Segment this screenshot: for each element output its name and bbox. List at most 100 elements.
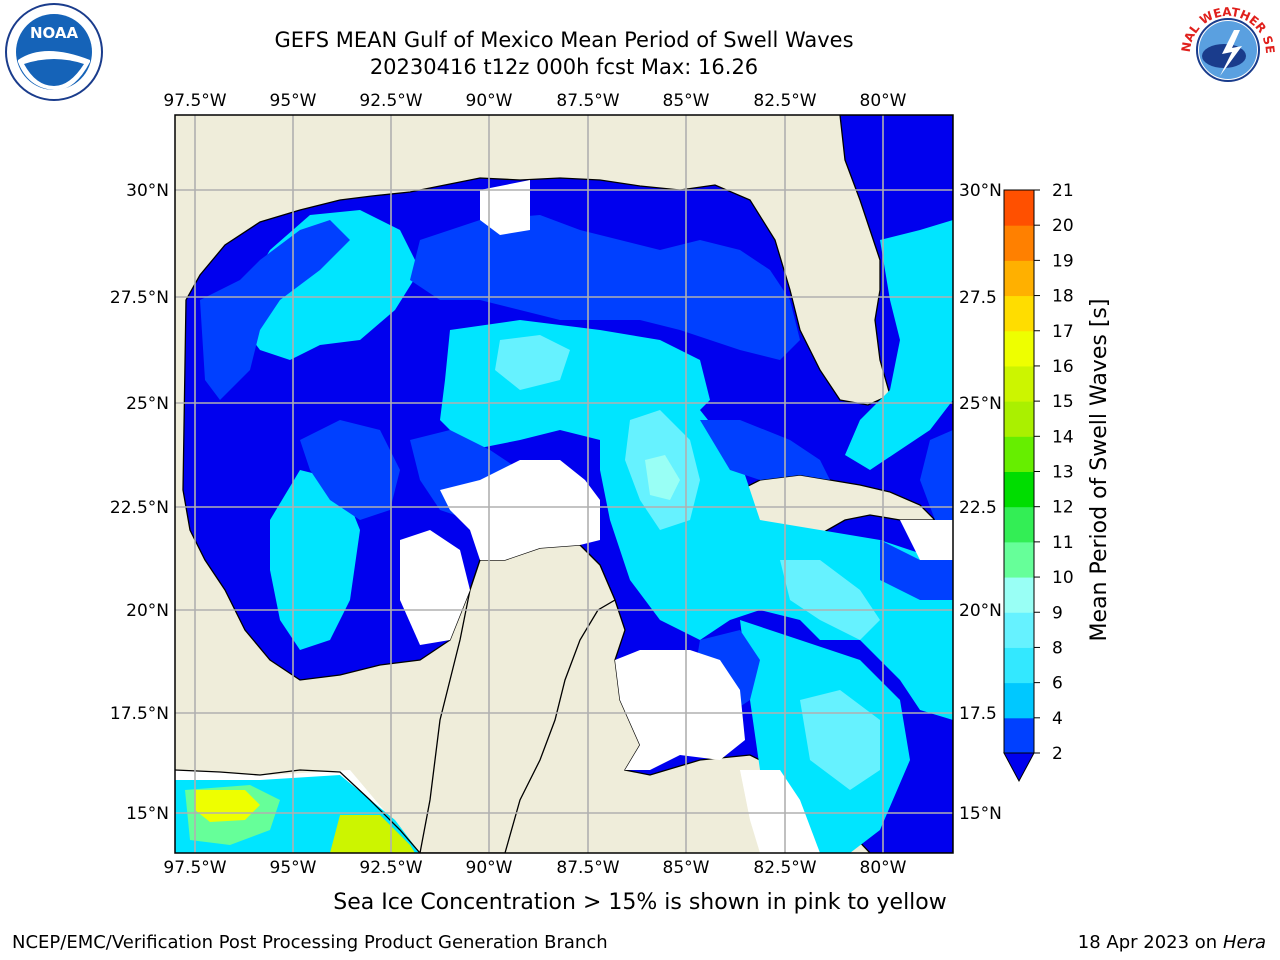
lat-label-right: 17.5	[959, 704, 997, 724]
colorbar-tick-label: 9	[1052, 603, 1063, 623]
blank-zone-caribbean-west	[615, 650, 745, 770]
colorbar-tick-label: 6	[1052, 674, 1063, 694]
colorbar-tick-label: 4	[1052, 709, 1063, 729]
colorbar-segment	[1004, 506, 1034, 543]
colorbar-tick-label: 10	[1052, 568, 1074, 588]
colorbar-segment	[1004, 612, 1034, 648]
lat-label-left: 27.5°N	[110, 288, 169, 308]
swell-zone-lightcyan-d	[800, 690, 880, 790]
swell-zone-blue-e	[700, 420, 830, 480]
blank-zone-central	[440, 460, 600, 560]
blank-zone-south-edge	[740, 770, 820, 853]
pacific-swell-yellow	[195, 790, 260, 822]
lat-label-left: 22.5°N	[110, 498, 169, 518]
colorbar-tick-label: 14	[1052, 427, 1074, 447]
colorbar-segment	[1004, 295, 1034, 332]
graticule	[175, 115, 953, 853]
pacific-swell-yellow-2	[330, 815, 415, 853]
lat-label-left: 30°N	[126, 181, 169, 201]
lon-label-top: 87.5°W	[556, 91, 619, 111]
colorbar-segment	[1004, 436, 1034, 472]
lon-label-top: 85°W	[663, 91, 710, 111]
lon-labels-top: 97.5°W 95°W 92.5°W 90°W 87.5°W 85°W 82.5…	[163, 91, 906, 111]
swell-zone-blue-b	[410, 215, 800, 360]
lat-label-right: 27.5	[959, 288, 997, 308]
chart-title: GEFS MEAN Gulf of Mexico Mean Period of …	[274, 28, 854, 52]
lon-label-bottom: 85°W	[663, 858, 710, 878]
swell-zone-blue-g	[920, 430, 953, 520]
lon-label-bottom: 87.5°W	[556, 858, 619, 878]
colorbar-extend-arrow	[1003, 752, 1035, 783]
lon-label-bottom: 97.5°W	[163, 858, 226, 878]
swell-zone-lightcyan-a	[495, 335, 570, 390]
colorbar-segment	[1004, 365, 1034, 402]
blank-zone-east	[900, 520, 953, 560]
colorbar-segment	[1004, 647, 1034, 684]
colorbar-tick-label: 11	[1052, 533, 1074, 553]
colorbar-tick-label: 21	[1052, 181, 1074, 201]
swell-period-field	[175, 115, 953, 853]
lon-label-bottom: 95°W	[270, 858, 317, 878]
colorbar-tick-label: 20	[1052, 216, 1074, 236]
colorbar-segment	[1004, 717, 1034, 754]
colorbar-tick-label: 13	[1052, 463, 1074, 483]
colorbar-segment	[1004, 541, 1034, 578]
blank-zone-gulf-north	[480, 180, 530, 235]
lat-label-right: 22.5	[959, 498, 997, 518]
lon-labels-bottom: 97.5°W 95°W 92.5°W 90°W 87.5°W 85°W 82.5…	[163, 858, 906, 878]
lat-labels-right: 30°N 27.5 25°N 22.5 20°N 17.5 15°N	[959, 181, 1002, 824]
chart-subtitle: 20230416 t12z 000h fcst Max: 16.26	[369, 55, 759, 79]
swell-zone-blue-h	[880, 540, 953, 600]
lon-label-bottom: 80°W	[860, 858, 907, 878]
colorbar-segment	[1004, 225, 1034, 261]
colorbar-segment	[1004, 471, 1034, 508]
colorbar-segment	[1004, 401, 1034, 437]
colorbar: 2 4 6 8 9 10 11 12 13 14 15 16 17 18 19 20 21	[1003, 181, 1074, 783]
blank-zone-campeche	[400, 530, 470, 645]
footer-organization: NCEP/EMC/Verification Post Processing Pr…	[12, 932, 608, 953]
colorbar-tick-label: 18	[1052, 287, 1074, 307]
colorbar-tick-label: 19	[1052, 251, 1074, 271]
lon-label-top: 82.5°W	[753, 91, 816, 111]
lon-label-top: 97.5°W	[163, 91, 226, 111]
footer-date: 18 Apr 2023 on Hera	[1078, 932, 1266, 953]
map-frame	[174, 114, 954, 854]
footer-date-text: 18 Apr 2023 on	[1077, 932, 1223, 953]
colorbar-tick-label: 15	[1052, 392, 1074, 412]
lon-label-top: 90°W	[466, 91, 513, 111]
pacific-coast	[175, 769, 421, 853]
colorbar-segment	[1004, 682, 1034, 719]
sea-ice-note: Sea Ice Concentration > 15% is shown in …	[333, 890, 947, 915]
lon-label-top: 92.5°W	[359, 91, 422, 111]
colorbar-label: Mean Period of Swell Waves [s]	[1087, 299, 1112, 642]
noaa-logo-text: NOAA	[30, 24, 79, 42]
colorbar-tick-label: 12	[1052, 498, 1074, 518]
lat-label-left: 15°N	[126, 804, 169, 824]
swell-zone-cyan-atlantic	[845, 220, 953, 470]
lon-label-top: 80°W	[860, 91, 907, 111]
lat-label-left: 25°N	[126, 394, 169, 414]
lon-label-bottom: 82.5°W	[753, 858, 816, 878]
colorbar-segment	[1004, 577, 1034, 613]
lon-label-top: 95°W	[270, 91, 317, 111]
yucatan	[419, 544, 616, 853]
colorbar-tick-label: 16	[1052, 357, 1074, 377]
lat-label-left: 20°N	[126, 601, 169, 621]
swell-zone-lightcyan-c	[780, 560, 880, 640]
swell-zone-blue-d	[300, 420, 400, 520]
footer-host: Hera	[1222, 932, 1266, 953]
lat-label-right: 25°N	[959, 394, 1002, 414]
colorbar-tick-label: 8	[1052, 638, 1063, 658]
colorbar-segment	[1004, 190, 1034, 226]
lat-label-right: 20°N	[959, 601, 1002, 621]
lon-label-bottom: 90°W	[466, 858, 513, 878]
nws-logo: NATIONAL WEATHER SERVICE	[1178, 0, 1277, 97]
colorbar-segment	[1004, 260, 1034, 297]
swell-zone-blue-a	[200, 220, 350, 400]
lat-label-left: 17.5°N	[110, 704, 169, 724]
lon-label-bottom: 92.5°W	[359, 858, 422, 878]
colorbar-tick-label: 2	[1052, 744, 1063, 764]
colorbar-tick-label: 17	[1052, 322, 1074, 342]
lat-label-right: 15°N	[959, 804, 1002, 824]
